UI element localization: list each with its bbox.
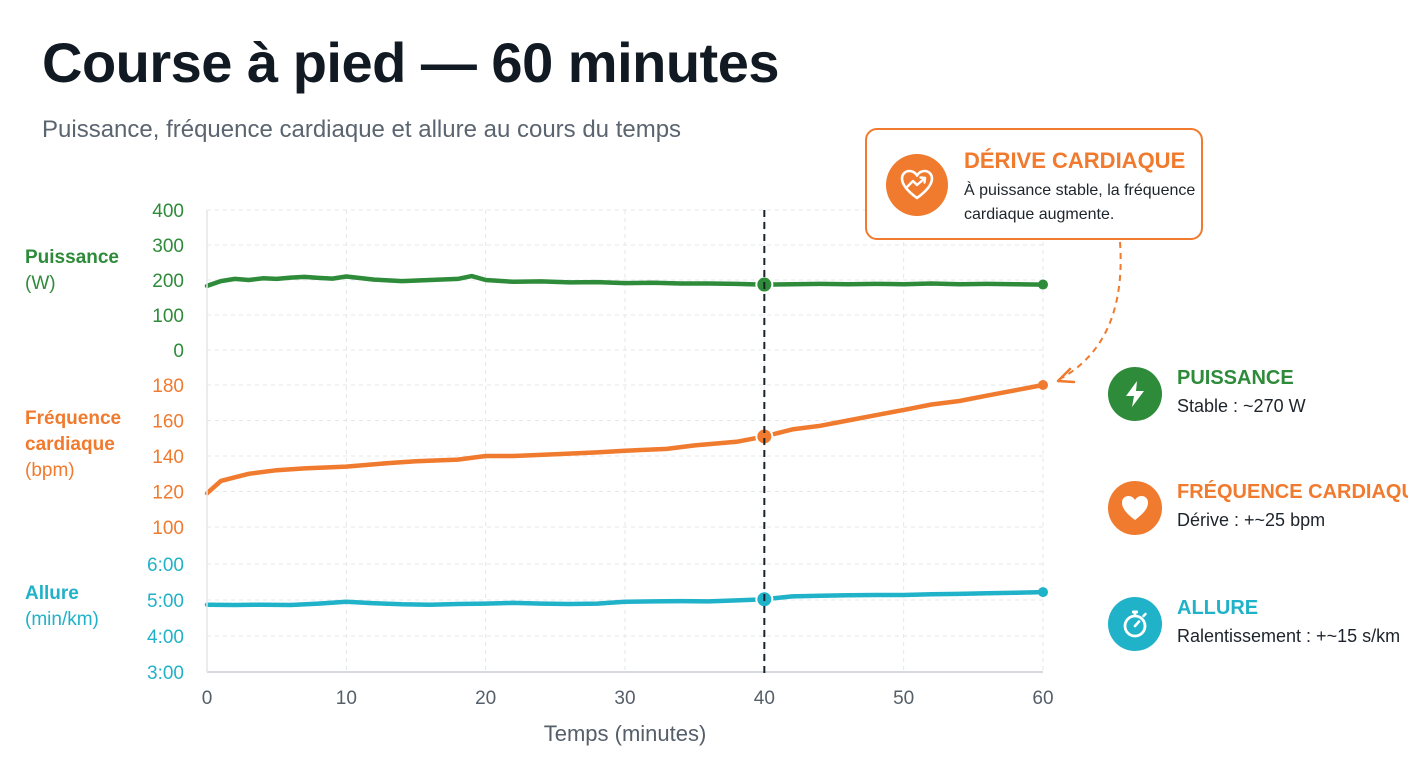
axis-label-heart: (bpm): [25, 460, 75, 481]
end-point-heart: [1038, 380, 1048, 390]
legend-title-heart: FRÉQUENCE CARDIAQUE: [1177, 481, 1408, 503]
y-tick-label-power: 100: [152, 306, 184, 327]
callout-arrow: [1061, 241, 1122, 379]
y-tick-label-power: 200: [152, 271, 184, 292]
x-tick-label: 50: [893, 688, 914, 709]
heart-trend-icon-svg: [900, 169, 934, 200]
y-tick-label-heart: 160: [152, 412, 184, 433]
series-line-heart: [204, 382, 1046, 496]
x-tick-label: 40: [754, 688, 775, 709]
y-tick-label-heart: 100: [152, 518, 184, 539]
legend-desc-power: Stable : ~270 W: [1177, 396, 1306, 416]
legend-item-heart: FRÉQUENCE CARDIAQUE Dérive : +~25 bpm: [1108, 481, 1408, 537]
y-tick-label-pace: 3:00: [147, 663, 184, 684]
axis-label-heart: Fréquence: [25, 408, 121, 429]
x-tick-label: 10: [336, 688, 357, 709]
legend-item-power: PUISSANCE Stable : ~270 W: [1108, 367, 1404, 423]
series-line-power: [204, 273, 1046, 289]
end-point-pace: [1038, 587, 1048, 598]
callout-title: DÉRIVE CARDIAQUE: [964, 148, 1186, 173]
y-tick-label-pace: 6:00: [147, 555, 184, 576]
axis-label-pace: Allure: [25, 583, 79, 604]
y-tick-label-heart: 120: [152, 483, 184, 504]
stopwatch-icon: [1108, 597, 1162, 651]
y-tick-label-heart: 180: [152, 376, 184, 397]
lightning-icon: [1108, 367, 1162, 421]
axis-label-pace: (min/km): [25, 609, 99, 630]
callout-text: À puissance stable, la fréquence cardiaq…: [964, 182, 1196, 223]
x-tick-label: 30: [614, 688, 635, 709]
y-tick-label-pace: 4:00: [147, 627, 184, 648]
x-tick-label: 60: [1032, 688, 1053, 709]
legend-desc-pace: Ralentissement : +~15 s/km: [1177, 626, 1401, 646]
axis-label-power: (W): [25, 273, 56, 294]
y-tick-label-power: 300: [152, 236, 184, 257]
x-axis-title: Temps (minutes): [544, 721, 707, 746]
legend-item-pace: ALLURE Ralentissement : +~15 s/km: [1108, 597, 1404, 653]
legend-desc-heart: Dérive : +~25 bpm: [1177, 510, 1326, 530]
y-tick-label-pace: 5:00: [147, 591, 184, 612]
page-subtitle: Puissance, fréquence cardiaque et allure…: [42, 116, 682, 143]
y-tick-label-power: 0: [173, 341, 184, 362]
end-point-power: [1038, 279, 1048, 290]
legend-title-power: PUISSANCE: [1177, 367, 1294, 389]
x-tick-label: 20: [475, 688, 496, 709]
y-tick-label-heart: 140: [152, 447, 184, 468]
legend-title-pace: ALLURE: [1177, 597, 1259, 619]
axis-label-heart: cardiaque: [25, 434, 115, 455]
callout-arrow-head: [1056, 367, 1076, 384]
page-title: Course à pied — 60 minutes: [42, 31, 779, 94]
cardiac-drift-callout: DÉRIVE CARDIAQUE À puissance stable, la …: [865, 128, 1203, 240]
y-tick-label-power: 400: [152, 201, 184, 222]
axis-label-power: Puissance: [25, 247, 119, 268]
heart-trend-icon: [886, 154, 948, 216]
series-line-pace: [204, 589, 1046, 608]
heart-icon: [1108, 481, 1162, 535]
x-tick-label: 0: [202, 688, 213, 709]
